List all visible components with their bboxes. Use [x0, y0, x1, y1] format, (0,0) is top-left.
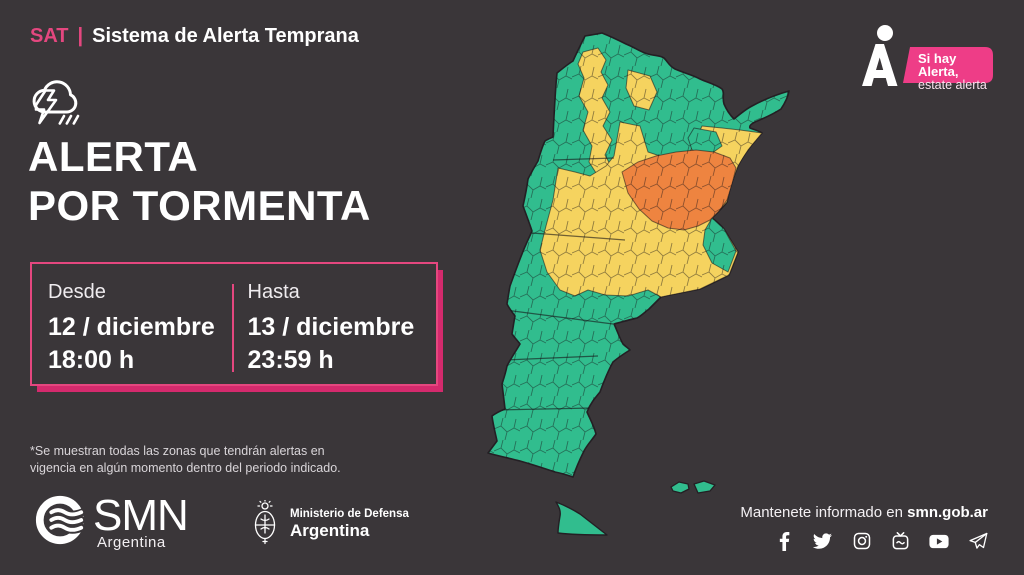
info-domain: smn.gob.ar [907, 504, 988, 521]
igtv-icon[interactable] [890, 531, 910, 551]
footnote-line-1: *Se muestran todas las zonas que tendrán… [30, 444, 325, 458]
instagram-icon[interactable] [852, 531, 872, 551]
sat-brand: SAT [30, 25, 69, 47]
header-title: Sistema de Alerta Temprana [92, 25, 359, 47]
social-icons-row [774, 531, 988, 551]
ministry-country: Argentina [290, 520, 370, 540]
map-tierra-del-fuego [555, 501, 608, 536]
header: SAT | Sistema de Alerta Temprana [30, 25, 359, 48]
badge-line-2: estate alerta [918, 78, 987, 92]
smn-name: SMN [93, 491, 189, 540]
period-from: Desde 12 / diciembre 18:00 h [32, 264, 232, 384]
badge-background [903, 47, 993, 83]
period-divider [231, 284, 234, 372]
from-date: 12 / diciembre [48, 313, 215, 341]
youtube-icon[interactable] [929, 531, 949, 551]
map-province-borders [495, 157, 626, 411]
ministry-logo-block: Ministerio de Defensa Argentina [250, 500, 409, 548]
smn-ring-waves-logo [35, 495, 86, 545]
to-time: 23:59 h [247, 346, 334, 374]
twitter-icon[interactable] [813, 531, 833, 551]
argentina-coat-of-arms-icon [254, 500, 276, 545]
map-department-boundaries [488, 33, 789, 477]
from-time: 18:00 h [48, 346, 135, 374]
from-label: Desde [48, 281, 106, 303]
smn-country: Argentina [97, 534, 166, 551]
ministry-name: Ministerio de Defensa [290, 507, 409, 520]
alert-period-box: Desde 12 / diciembre 18:00 h Hasta 13 / … [30, 262, 438, 386]
title-line-2: POR TORMENTA [28, 182, 371, 229]
storm-cloud-lightning-icon [32, 80, 80, 125]
to-label: Hasta [247, 281, 300, 303]
badge-line-1: Si hay Alerta, [918, 51, 959, 79]
stay-informed-text: Mantenete informado en smn.gob.ar [740, 504, 988, 521]
footnote-line-2: vigencia en algún momento dentro del per… [30, 461, 341, 475]
map-malvinas-islands [670, 480, 716, 494]
footnote: *Se muestran todas las zonas que tendrán… [30, 443, 341, 477]
info-prefix: Mantenete informado en [740, 504, 908, 521]
telegram-icon[interactable] [968, 531, 988, 551]
alert-person-icon [862, 25, 898, 86]
smn-logo: SMN Argentina [34, 491, 189, 551]
alert-awareness-badge: Si hay Alerta, estate alerta [893, 47, 993, 92]
facebook-icon[interactable] [774, 531, 794, 551]
page-title: ALERTA POR TORMENTA [28, 132, 371, 230]
period-to: Hasta 13 / diciembre 23:59 h [234, 264, 436, 384]
to-date: 13 / diciembre [247, 313, 415, 341]
title-line-1: ALERTA [28, 133, 199, 180]
header-divider: | [77, 25, 84, 47]
